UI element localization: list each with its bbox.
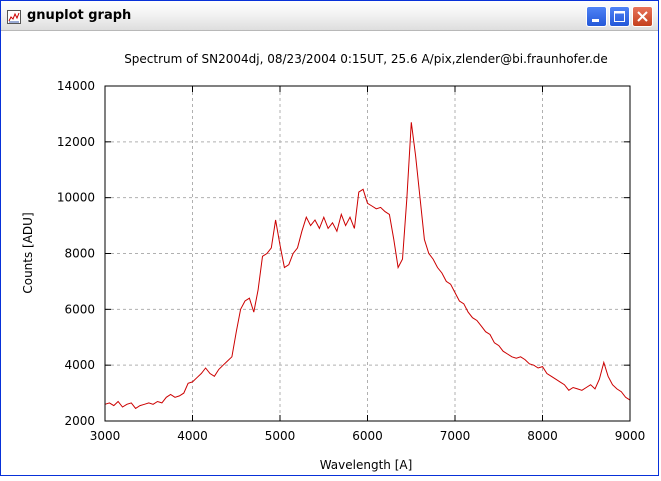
maximize-icon (614, 11, 625, 22)
close-icon (637, 11, 648, 22)
window-title: gnuplot graph (27, 8, 132, 23)
y-tick-label: 14000 (57, 79, 95, 93)
x-tick-label: 4000 (177, 429, 208, 443)
minimize-icon (592, 19, 599, 22)
x-tick-label: 5000 (265, 429, 296, 443)
axis-ticks: 3000 4000 5000 6000 7000 8000 9000 2000 4000 6000… (57, 79, 645, 443)
y-axis-label: Counts [ADU] (21, 212, 35, 293)
title-bar[interactable]: gnuplot graph (1, 1, 658, 31)
maximize-button[interactable] (609, 6, 630, 27)
chart-title: Spectrum of SN2004dj, 08/23/2004 0:15UT,… (124, 52, 608, 66)
close-button[interactable] (632, 6, 653, 27)
x-axis-label: Wavelength [A] (320, 458, 413, 472)
gnuplot-icon[interactable] (7, 9, 21, 24)
plot-frame (104, 85, 631, 422)
y-tick-label: 4000 (64, 358, 95, 372)
x-tick-label: 7000 (440, 429, 471, 443)
y-tick-label: 2000 (64, 414, 95, 428)
minimize-button[interactable] (586, 6, 607, 27)
y-tick-label: 10000 (57, 191, 95, 205)
series-line (104, 122, 631, 410)
x-tick-label: 3000 (90, 429, 121, 443)
y-tick-label: 8000 (64, 247, 95, 261)
x-tick-label: 6000 (352, 429, 383, 443)
grid (105, 86, 630, 421)
spectrum-chart: Spectrum of SN2004dj, 08/23/2004 0:15UT,… (21, 52, 645, 472)
y-tick-label: 6000 (64, 302, 95, 316)
x-tick-label: 8000 (527, 429, 558, 443)
x-tick-label: 9000 (615, 429, 646, 443)
y-tick-label: 12000 (57, 135, 95, 149)
plot-area: Spectrum of SN2004dj, 08/23/2004 0:15UT,… (1, 31, 660, 477)
